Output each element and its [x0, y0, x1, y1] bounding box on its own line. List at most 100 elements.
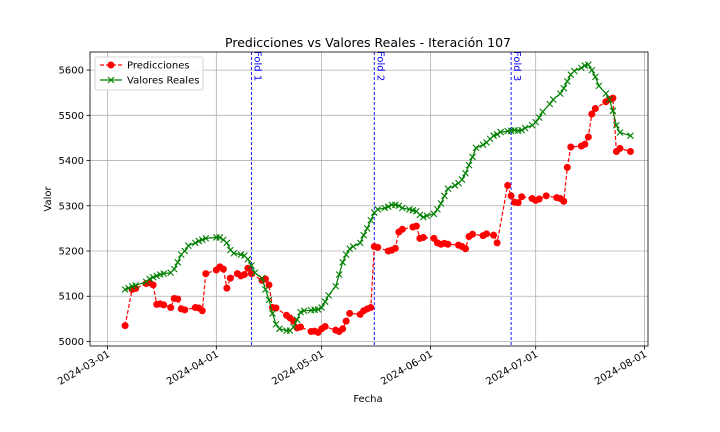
data-point: [423, 212, 431, 220]
data-point: [349, 243, 357, 250]
data-point: [321, 323, 329, 331]
data-point: [613, 121, 620, 129]
data-point: [265, 281, 273, 289]
data-point: [184, 242, 192, 249]
fold-label: Fold 2: [374, 51, 385, 81]
data-point: [363, 225, 371, 232]
data-point: [518, 193, 526, 201]
data-point: [181, 247, 189, 255]
data-point: [174, 258, 182, 266]
data-point: [258, 274, 266, 282]
x-axis-label: Fecha: [353, 394, 382, 405]
fold-label: Fold 3: [511, 51, 522, 81]
data-point: [591, 105, 599, 113]
data-point: [261, 275, 269, 283]
data-point: [223, 284, 231, 292]
data-point: [367, 216, 375, 224]
data-point: [584, 133, 592, 141]
data-point: [244, 255, 252, 263]
data-point: [170, 265, 178, 273]
data-point: [202, 270, 210, 278]
data-point: [244, 264, 252, 272]
data-point: [240, 271, 248, 279]
data-point: [419, 233, 427, 241]
data-point: [451, 182, 459, 189]
data-point: [493, 130, 501, 138]
data-point: [560, 197, 568, 205]
data-point: [297, 308, 304, 316]
data-point: [616, 144, 624, 152]
data-point: [146, 275, 154, 283]
data-point: [549, 96, 557, 103]
data-point: [420, 213, 427, 221]
data-point: [121, 286, 129, 293]
data-point: [346, 309, 354, 317]
fold-label: Fold 1: [251, 51, 262, 81]
data-point: [314, 305, 322, 313]
data-point: [391, 244, 399, 252]
data-point: [483, 230, 491, 238]
data-point: [174, 295, 182, 303]
data-point: [465, 161, 473, 169]
data-point: [160, 301, 168, 309]
data-point: [441, 192, 448, 200]
data-point: [125, 284, 132, 292]
data-point: [602, 90, 610, 98]
y-tick-label: 5600: [59, 66, 84, 77]
data-point: [434, 206, 441, 213]
data-point: [374, 206, 382, 213]
data-point: [469, 230, 477, 238]
data-point: [462, 169, 469, 177]
data-point: [504, 181, 512, 189]
data-point: [149, 273, 157, 281]
data-point: [626, 148, 634, 156]
data-point: [532, 118, 540, 126]
data-point: [563, 78, 571, 85]
data-point: [567, 143, 575, 151]
series-circle: [121, 94, 634, 336]
data-point: [556, 90, 564, 98]
y-tick-label: 5400: [59, 156, 84, 167]
data-point: [325, 291, 333, 299]
y-tick-label: 5100: [59, 292, 84, 303]
data-point: [202, 234, 210, 242]
data-point: [595, 82, 603, 90]
data-point: [479, 141, 487, 149]
data-point: [493, 239, 501, 247]
data-point: [160, 270, 168, 278]
legend-label: Predicciones: [127, 61, 190, 72]
data-point: [577, 64, 585, 72]
y-tick-label: 5500: [59, 111, 84, 122]
data-point: [318, 304, 326, 311]
data-point: [149, 281, 157, 289]
data-point: [412, 222, 420, 230]
data-point: [290, 323, 297, 331]
data-point: [265, 296, 273, 304]
data-point: [121, 322, 129, 330]
data-point: [132, 282, 140, 289]
data-point: [444, 240, 452, 248]
data-point: [507, 192, 515, 200]
data-point: [384, 203, 392, 211]
data-point: [342, 317, 350, 325]
data-point: [584, 61, 592, 69]
data-point: [223, 239, 231, 247]
data-point: [339, 325, 347, 333]
data-point: [230, 249, 238, 257]
grid: [90, 52, 648, 346]
data-point: [514, 199, 522, 207]
data-point: [251, 269, 259, 277]
data-point: [195, 237, 203, 245]
data-point: [437, 200, 445, 207]
data-point: [444, 185, 452, 192]
data-point: [335, 271, 343, 278]
data-point: [198, 236, 206, 244]
series-x: [121, 61, 634, 335]
data-point: [321, 298, 329, 306]
legend-marker: [107, 76, 115, 84]
y-tick-label: 5300: [59, 201, 84, 212]
y-axis-label: Valor: [43, 186, 54, 212]
data-point: [181, 306, 189, 314]
series-group: [121, 61, 634, 336]
